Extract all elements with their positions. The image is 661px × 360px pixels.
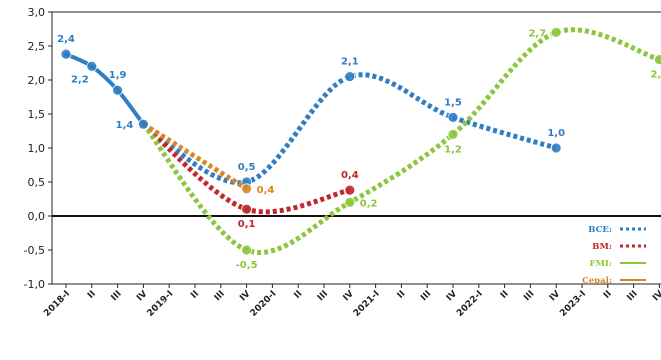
data-label-bce: 1,0 xyxy=(547,128,565,139)
x-tick-label: II xyxy=(86,289,98,301)
x-tick-label: IV xyxy=(342,289,356,303)
x-tick-label: II xyxy=(396,289,408,301)
data-point-bm xyxy=(241,203,253,215)
data-point-historical xyxy=(60,48,72,60)
data-label-historical: 2,4 xyxy=(57,34,75,45)
x-tick-label: 2022-I xyxy=(455,289,485,319)
x-tick-label: IV xyxy=(135,289,149,303)
x-tick-label: III xyxy=(626,289,640,303)
data-label-bm: 0,1 xyxy=(238,219,256,230)
data-label-fmi: 2,3 xyxy=(651,70,661,81)
x-tick-label: III xyxy=(213,289,227,303)
legend-label-bce: BCE: xyxy=(588,225,612,235)
data-label-fmi: -0,5 xyxy=(236,260,258,271)
y-tick-label: -0,5 xyxy=(24,244,45,257)
data-label-bce: 0,5 xyxy=(238,162,256,173)
data-point-bm xyxy=(344,184,356,196)
data-label-fmi: 1,2 xyxy=(444,144,462,155)
data-point-bce xyxy=(447,112,459,123)
legend-label-bm: BM: xyxy=(592,242,612,252)
data-point-historical xyxy=(112,84,123,96)
x-tick-label: 2019-I xyxy=(146,289,176,319)
data-label-cepal: 0,4 xyxy=(257,185,275,196)
y-tick-label: 0,0 xyxy=(28,210,46,223)
y-tick-label: 0,5 xyxy=(28,176,46,189)
x-tick-label: III xyxy=(110,289,124,303)
data-label-historical: 1,9 xyxy=(109,70,127,81)
data-label-fmi: 2,7 xyxy=(528,28,546,39)
x-tick-label: 2023-I xyxy=(558,289,588,319)
series-line-bce xyxy=(142,72,557,186)
x-tick-label: III xyxy=(419,289,433,303)
x-tick-label: 2021-I xyxy=(352,289,382,319)
legend-label-fmi: FMI: xyxy=(589,259,612,269)
data-point-bce xyxy=(550,142,562,154)
data-label-bce: 2,1 xyxy=(341,57,359,68)
data-label-historical: 1,4 xyxy=(116,120,134,131)
data-label-historical: 2,2 xyxy=(71,74,89,85)
x-tick-label: III xyxy=(522,289,536,303)
x-tick-label: IV xyxy=(445,289,459,303)
series-line-historical xyxy=(64,52,146,127)
y-tick-label: 3,0 xyxy=(28,6,46,19)
y-tick-label: -1,0 xyxy=(24,278,45,291)
data-point-bce xyxy=(344,71,356,82)
y-tick-label: 1,0 xyxy=(28,142,46,155)
y-tick-label: 1,5 xyxy=(28,108,46,121)
data-point-fmi xyxy=(550,27,562,38)
x-tick-label: IV xyxy=(651,289,661,303)
x-tick-label: II xyxy=(189,289,201,301)
series-line-fmi xyxy=(141,27,661,255)
y-tick-label: 2,0 xyxy=(28,74,46,87)
data-point-historical xyxy=(86,61,98,72)
x-tick-label: II xyxy=(499,289,511,301)
x-tick-label: II xyxy=(293,289,305,301)
x-tick-label: 2020-I xyxy=(249,289,279,319)
data-label-bm: 0,4 xyxy=(341,170,359,181)
x-tick-label: II xyxy=(602,289,614,301)
x-tick-label: 2018-I xyxy=(42,289,72,319)
data-point-fmi xyxy=(447,128,459,140)
data-point-fmi xyxy=(344,196,356,208)
legend-label-cepal: Cepal: xyxy=(582,276,612,286)
data-point-historical xyxy=(137,118,149,130)
x-tick-label: IV xyxy=(238,289,252,303)
data-label-fmi: 0,2 xyxy=(360,198,378,209)
series-line-cepal xyxy=(142,122,248,191)
data-point-fmi xyxy=(654,54,661,65)
y-tick-label: 2,5 xyxy=(28,40,46,53)
data-point-cepal xyxy=(241,183,253,195)
data-label-bce: 1,5 xyxy=(444,97,462,108)
x-tick-label: III xyxy=(316,289,330,303)
x-tick-label: IV xyxy=(548,289,562,303)
data-point-fmi xyxy=(241,244,253,256)
